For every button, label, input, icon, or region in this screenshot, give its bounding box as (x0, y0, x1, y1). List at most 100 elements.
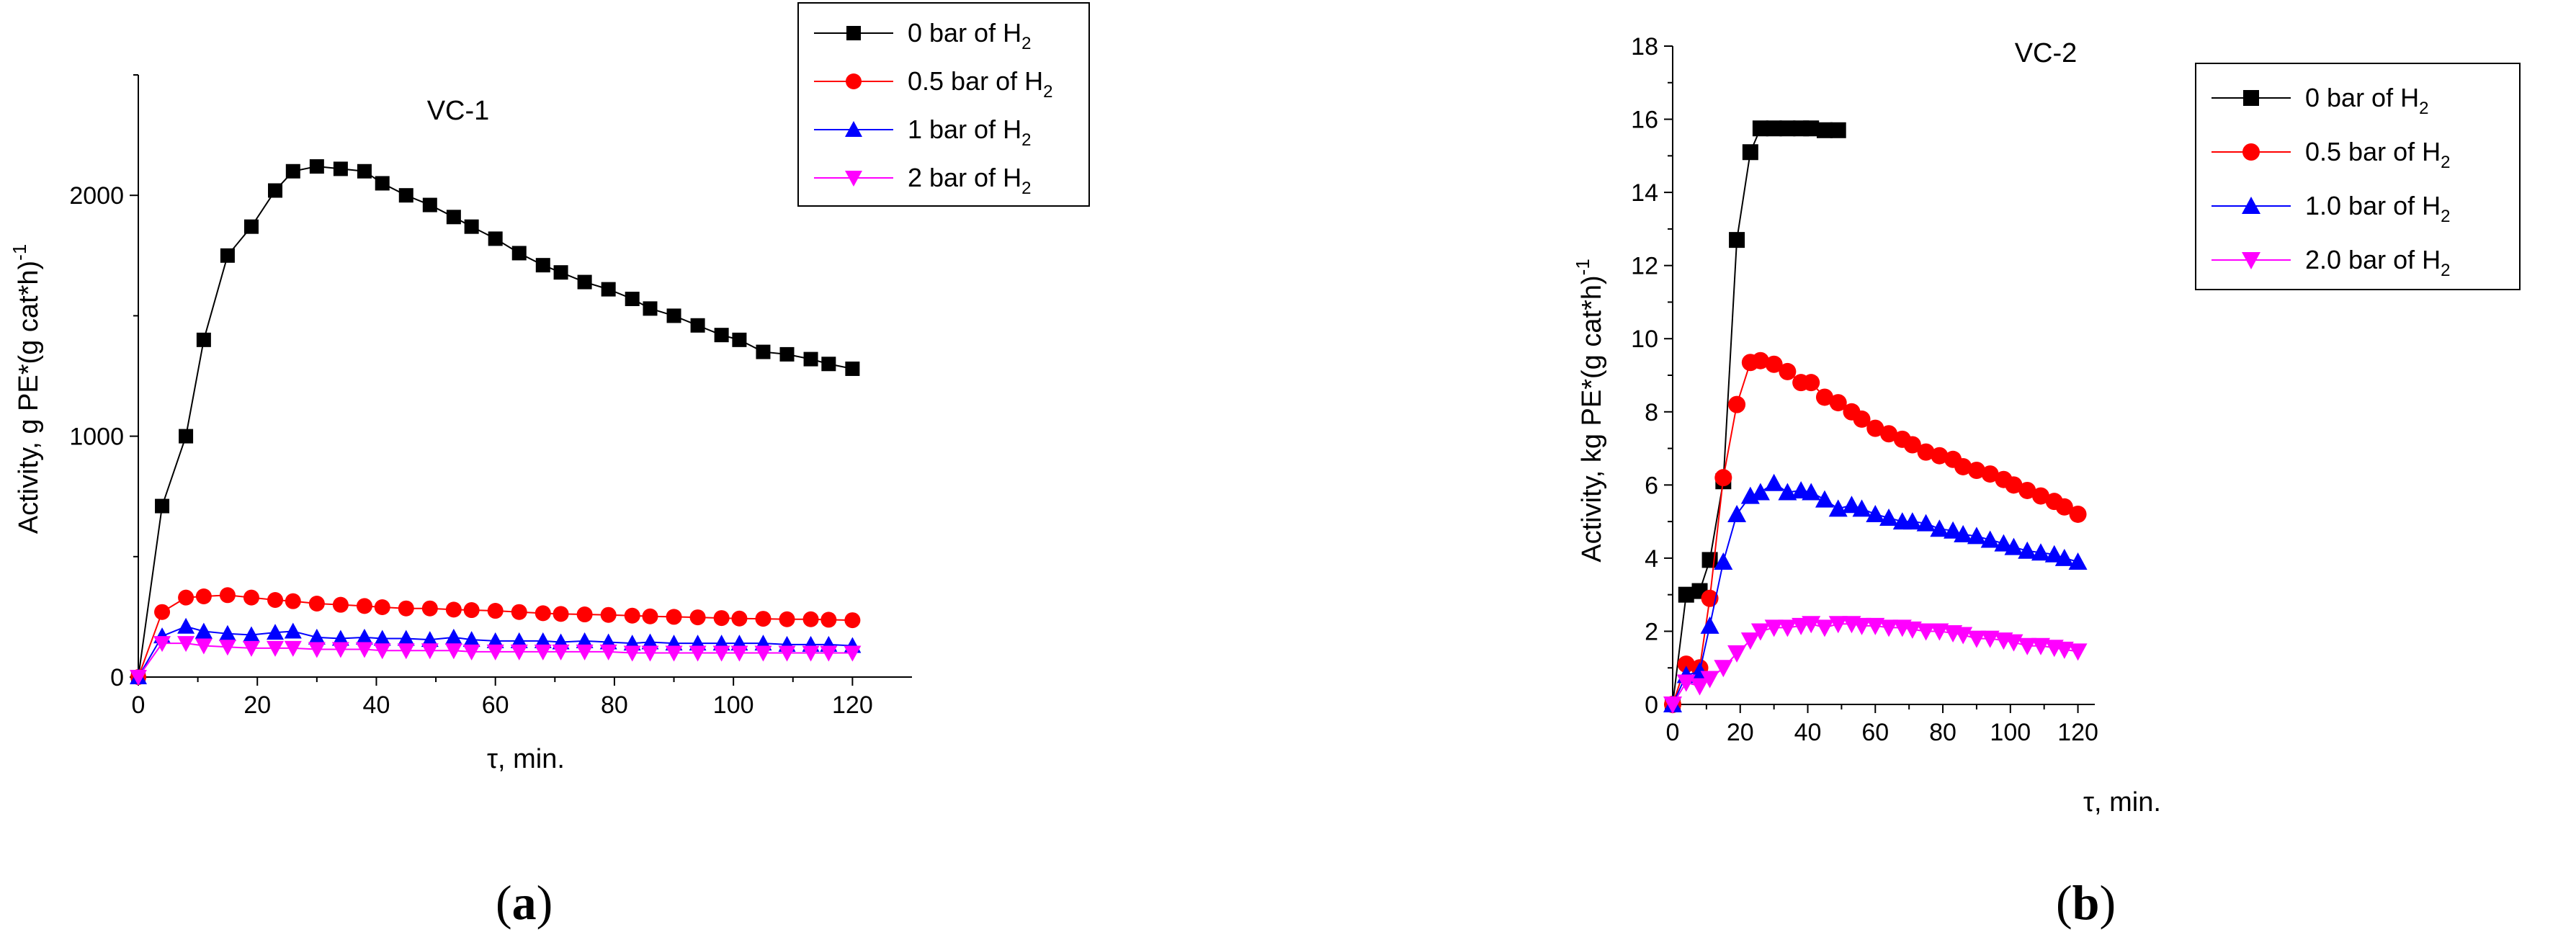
chart-vc1-data-point (462, 644, 480, 660)
chart-vc1-data-point (778, 645, 796, 662)
chart-vc2-legend-entry: 2.0 bar of H2 (2305, 245, 2450, 280)
chart-vc2-data-point (1678, 586, 1694, 603)
chart-vc2-data-point (1931, 447, 1949, 465)
chart-vc2-data-point (1714, 660, 1733, 678)
chart-vc1-data-point (267, 624, 285, 640)
chart-vc1-data-point (355, 642, 373, 658)
chart-vc1-data-point (511, 246, 527, 261)
chart-vc1-x-tick-label: 80 (601, 691, 628, 719)
chart-vc1-data-point (308, 596, 325, 612)
chart-vc1-data-point (643, 301, 658, 316)
chart-vc1-x-tick-label: 100 (713, 691, 754, 719)
chart-vc1-data-point (177, 636, 195, 653)
chart-vc1-data-point (285, 593, 301, 609)
chart-vc2-x-tick-label: 80 (1929, 719, 1956, 746)
chart-vc2-data-point (1866, 504, 1885, 522)
chart-vc2-data-point (1981, 465, 1999, 483)
chart-vc1-ylabel-text: Activity, g PE*(g cat*h) (14, 261, 44, 534)
chart-vc1-data-point (641, 645, 659, 662)
chart-vc2-x-tick-label: 40 (1794, 719, 1822, 746)
panel-label-a-letter: a (511, 875, 537, 930)
chart-vc1-data-point (242, 626, 260, 642)
chart-vc1-data-point (553, 606, 569, 622)
chart-vc2-data-point (1967, 462, 1985, 480)
chart-vc2-data-point (1677, 655, 1695, 673)
chart-vc2-series (1663, 120, 2088, 714)
chart-vc2-data-point (1902, 621, 1922, 639)
chart-vc1-data-point (218, 640, 236, 656)
chart-vc2-y-tick-label: 16 (1631, 107, 1658, 134)
chart-vc2-y-tick-label: 8 (1645, 399, 1658, 426)
chart-vc1-data-point (130, 670, 147, 686)
chart-vc1-data-point (755, 611, 772, 627)
chart-vc2-data-point (1802, 374, 1820, 392)
chart-vc2-y-tick-label: 12 (1631, 253, 1658, 280)
chart-vc1-legend-entry: 0 bar of H2 (908, 18, 1031, 53)
chart-vc1-data-point (397, 643, 415, 660)
chart-vc1-x-tick-label: 0 (132, 691, 146, 719)
chart-vc2-data-point (1994, 534, 2013, 552)
chart-vc1-data-point (779, 346, 795, 362)
chart-vc1-data-point (756, 344, 771, 359)
chart-vc1-legend-swatch-marker (846, 26, 861, 40)
chart-vc1-x-tick-label: 40 (363, 691, 390, 719)
chart-vc2-data-point (1930, 623, 1949, 641)
chart-vc1-data-point (422, 197, 437, 212)
chart-vc2-ylabel-text: Activity, kg PE*(g cat*h) (1577, 275, 1607, 562)
chart-vc1-x-tick-label: 60 (482, 691, 509, 719)
chart-vc2-data-point (2054, 641, 2074, 659)
chart-vc2-data-point (1714, 552, 1733, 570)
chart-vc1-data-point (196, 332, 211, 347)
chart-vc1-data-point (535, 258, 550, 273)
chart-vc2-data-point (1766, 120, 1782, 137)
panel-label-b: (b) (2056, 875, 2116, 930)
chart-vc2-data-point (1852, 499, 1871, 517)
chart-vc2-data-point (1916, 514, 1936, 532)
chart-vc1-data-point (803, 351, 818, 367)
chart-vc1-data-point (844, 612, 861, 629)
chart-vc1-data-point (712, 645, 730, 662)
chart-vc1-data-point (486, 644, 504, 660)
chart-vc1-data-point (576, 632, 594, 648)
chart-vc1-data-point (357, 164, 372, 179)
chart-vc1-data-point (731, 610, 748, 627)
chart-vc2-axes: 0 20 40 60 80 100 120 0 2 4 6 8 10 12 14 16 18 (1631, 33, 2098, 746)
chart-vc2-data-point (1803, 120, 1820, 137)
chart-vc2-data-point (1764, 473, 1784, 491)
chart-vc1-data-point (641, 633, 659, 650)
chart-vc1-data-point (218, 624, 236, 641)
chart-vc1-data-point (486, 632, 504, 648)
chart-vc1-data-point (510, 632, 528, 648)
chart-vc1-data-point (444, 643, 462, 660)
chart-vc2-data-point (1778, 483, 1797, 501)
chart-vc2-x-tick-label: 20 (1727, 719, 1754, 746)
chart-vc2-legend: 0 bar of H2 0.5 bar of H2 1.0 bar of H2 2.0… (2195, 63, 2521, 290)
chart-vc1-data-point (820, 612, 837, 628)
chart-vc2-data-point (1751, 351, 1769, 370)
chart-vc1-data-point (754, 645, 772, 662)
chart-vc2-legend-entry: 0.5 bar of H2 (2305, 137, 2450, 172)
chart-vc2-data-point (2031, 487, 2049, 505)
chart-vc1-data-point (332, 596, 349, 613)
chart-vc2-data-point (2018, 481, 2036, 499)
chart-vc2-data-point (1866, 617, 1885, 635)
chart-vc2-legend-swatch-marker (2243, 90, 2259, 106)
chart-vc1-y-tick-label: 1000 (69, 424, 124, 451)
chart-vc1-data-point (375, 176, 390, 191)
chart-vc1-data-point (373, 630, 391, 646)
chart-vc1-data-point (398, 188, 413, 203)
chart-vc2-legend-entry: 1.0 bar of H2 (2305, 191, 2450, 226)
chart-vc1-data-point (666, 609, 682, 625)
chart-vc1-data-point (284, 640, 302, 657)
chart-vc2-legend-swatch-marker (2242, 197, 2260, 214)
chart-vc2-data-point (1916, 623, 1936, 641)
chart-vc1-ylabel: Activity, g PE*(g cat*h)-1 (9, 244, 44, 534)
chart-vc1-data-point (356, 598, 372, 614)
chart-vc1-data-point (267, 640, 285, 657)
chart-vc1-data-point (331, 630, 349, 646)
chart-vc2-data-point (1828, 616, 1848, 634)
chart-vc2-data-point (1980, 530, 2000, 548)
chart-vc1-data-point (462, 631, 480, 648)
chart-vc2-data-point (1903, 436, 1921, 454)
